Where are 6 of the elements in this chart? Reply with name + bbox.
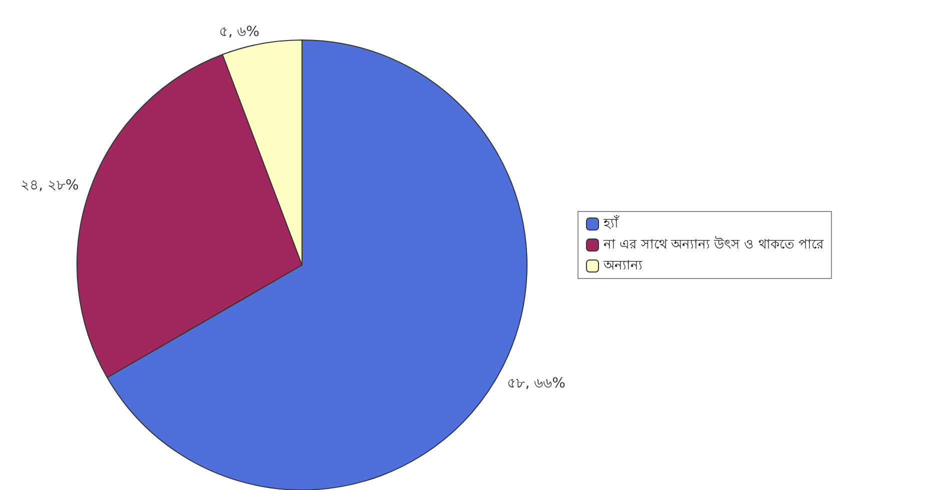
legend-label: হ্যাঁ: [602, 216, 620, 232]
legend-label: অন্যান্য: [602, 258, 642, 274]
data-label: ৫, ৬%: [219, 24, 260, 40]
data-label: ২৪, ২৮%: [20, 177, 79, 194]
data-label: ৫৮, ৬৬%: [507, 376, 566, 392]
legend-label: না এর সাথে অন্যান্য উৎস ও থাকতে পারে: [602, 236, 824, 252]
